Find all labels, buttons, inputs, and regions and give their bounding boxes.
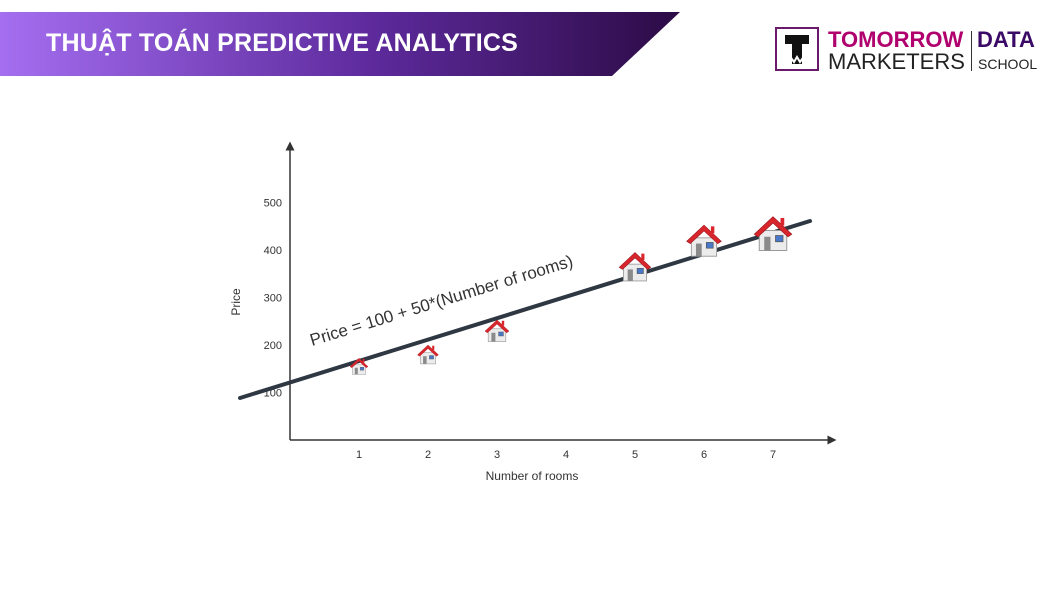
logo-text-data: DATA <box>977 27 1035 52</box>
logo: TOMORROW MARKETERS DATA SCHOOL <box>775 27 1045 75</box>
trend-line <box>238 219 812 400</box>
x-tick-label: 7 <box>770 449 776 461</box>
y-tick-label: 400 <box>264 245 282 257</box>
house-icon <box>686 224 722 257</box>
logo-mark-icon <box>775 27 819 71</box>
x-tick-label: 5 <box>632 449 638 461</box>
y-axis-label: Price <box>229 288 243 316</box>
logo-divider <box>971 31 972 71</box>
x-tick-label: 3 <box>494 449 500 461</box>
x-tick-label: 6 <box>701 449 707 461</box>
x-tick-label: 2 <box>425 449 431 461</box>
house-icon <box>618 252 652 282</box>
logo-text-marketers: MARKETERS <box>828 49 965 74</box>
y-tick-label: 200 <box>264 340 282 352</box>
x-axis-label: Number of rooms <box>486 469 579 483</box>
logo-text-tomorrow: TOMORROW <box>828 27 964 52</box>
house-icon <box>753 216 793 252</box>
header-banner <box>0 12 680 76</box>
y-tick-label: 500 <box>264 198 282 210</box>
x-tick-label: 1 <box>356 449 362 461</box>
house-icon <box>484 319 510 342</box>
logo-text-school: SCHOOL <box>978 56 1038 72</box>
page-title: THUẬT TOÁN PREDICTIVE ANALYTICS <box>46 29 518 57</box>
y-tick-label: 300 <box>264 293 282 305</box>
house-icon <box>417 344 439 365</box>
x-tick-label: 4 <box>563 449 569 461</box>
chart-axes <box>285 141 837 445</box>
